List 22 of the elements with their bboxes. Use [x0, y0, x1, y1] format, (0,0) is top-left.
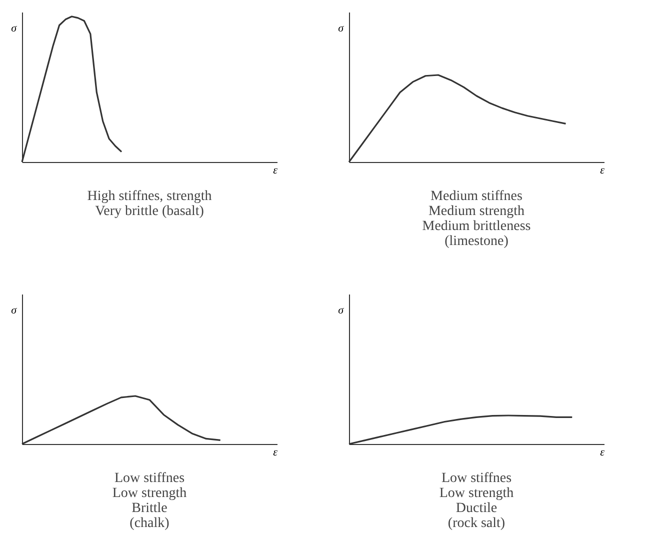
- x-axis-title: ε: [273, 446, 278, 458]
- text: Medium brittleness: [422, 219, 531, 234]
- y-axis-title: σ: [11, 22, 18, 34]
- text: Medium strength: [428, 204, 525, 219]
- text: Low stiffnes: [114, 471, 185, 486]
- text: Ductile: [456, 501, 498, 516]
- x-axis-title: ε: [273, 164, 278, 176]
- text: Low stiffnes: [441, 471, 512, 486]
- text: Brittle: [132, 501, 168, 516]
- text: (limestone): [444, 234, 509, 249]
- y-axis-title: σ: [11, 304, 18, 316]
- text: Low strength: [112, 486, 187, 501]
- x-axis-title: ε: [600, 446, 606, 458]
- y-axis-title: σ: [338, 304, 344, 316]
- text: Low strength: [439, 486, 514, 501]
- text: Very brittle (basalt): [95, 204, 204, 219]
- text: Medium stiffnes: [430, 189, 522, 204]
- text: (chalk): [130, 516, 170, 531]
- text: High stiffnes, strength: [87, 189, 212, 204]
- x-axis-title: ε: [600, 164, 606, 176]
- text: (rock salt): [448, 516, 506, 531]
- y-axis-title: σ: [338, 22, 344, 34]
